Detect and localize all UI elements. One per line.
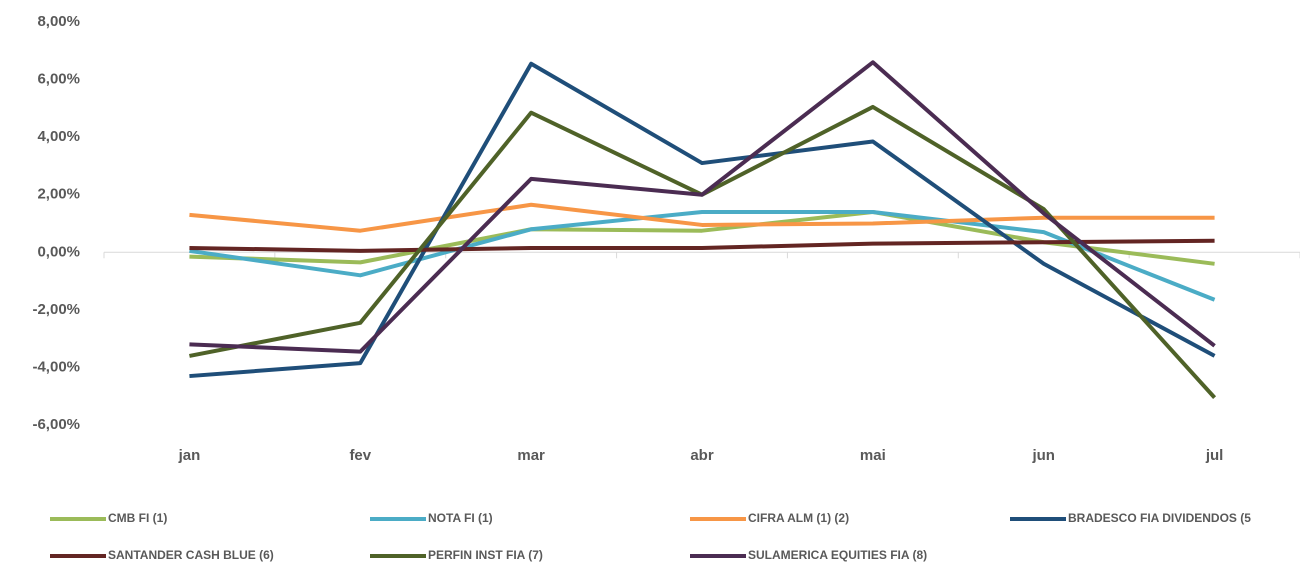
y-tick-label: 2,00%: [37, 186, 80, 203]
y-tick-label: -6,00%: [32, 416, 80, 433]
series-line: [189, 61, 1216, 379]
legend-label: BRADESCO FIA DIVIDENDOS (5: [1068, 511, 1251, 525]
legend-label: CMB FI (1): [108, 511, 167, 525]
x-tick-label: mar: [517, 447, 545, 464]
y-tick-label: -4,00%: [32, 358, 80, 375]
x-tick-label: fev: [349, 447, 371, 464]
y-tick-label: 8,00%: [37, 13, 80, 30]
legend-label: SANTANDER CASH BLUE (6): [108, 548, 274, 562]
x-tick-label: jul: [1205, 447, 1224, 464]
y-tick-label: -2,00%: [32, 301, 80, 318]
legend-label: SULAMERICA EQUITIES FIA (8): [748, 548, 927, 562]
series-line: [189, 202, 1215, 233]
x-tick-label: jan: [178, 447, 201, 464]
x-tick-label: jun: [1031, 447, 1055, 464]
x-tick-label: mai: [860, 447, 886, 464]
legend-label: PERFIN INST FIA (7): [428, 548, 543, 562]
x-tick-label: abr: [690, 447, 714, 464]
y-tick-label: 0,00%: [37, 243, 80, 260]
y-tick-label: 4,00%: [37, 128, 80, 145]
series-line: [189, 238, 1215, 253]
y-tick-label: 6,00%: [37, 71, 80, 88]
series-line: [189, 209, 1216, 302]
legend-label: CIFRA ALM (1) (2): [748, 511, 849, 525]
series-line: [189, 60, 1216, 354]
legend-label: NOTA FI (1): [428, 511, 493, 525]
